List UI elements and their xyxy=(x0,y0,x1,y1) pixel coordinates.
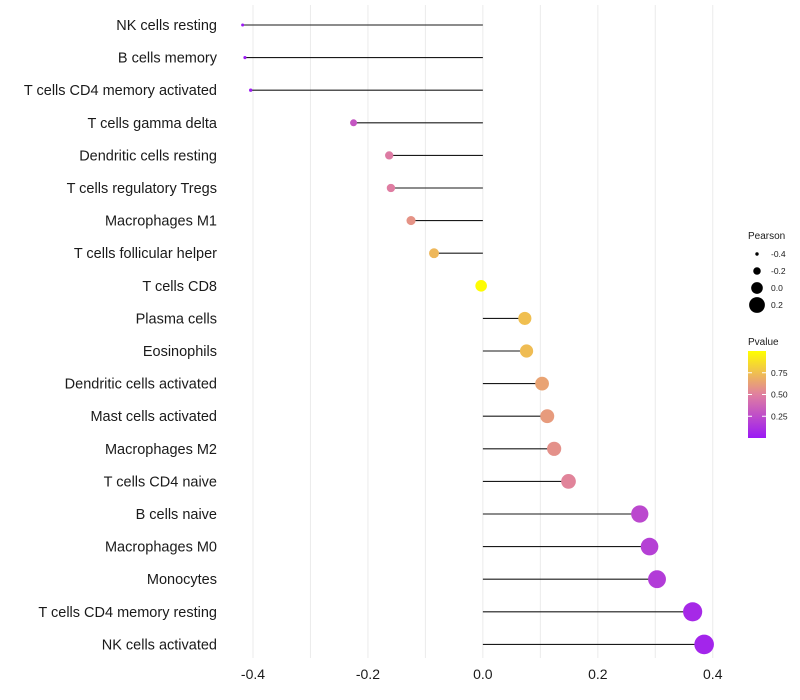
color-legend-bar xyxy=(748,351,766,438)
category-label: Macrophages M1 xyxy=(105,214,217,230)
x-tick-label: -0.2 xyxy=(356,666,380,682)
lollipop-point xyxy=(475,280,487,292)
color-legend-label: 0.75 xyxy=(771,368,788,378)
size-legend-key xyxy=(753,267,761,275)
size-legend-key xyxy=(751,282,763,294)
category-label: Mast cells activated xyxy=(90,409,217,425)
category-label: B cells memory xyxy=(118,51,218,67)
lollipop-point xyxy=(694,634,714,655)
category-label: T cells regulatory Tregs xyxy=(67,181,217,197)
category-label: Monocytes xyxy=(147,572,217,588)
lollipop-point xyxy=(386,183,396,193)
category-label: B cells naive xyxy=(136,507,217,523)
color-legend-label: 0.50 xyxy=(771,390,788,400)
category-label: T cells CD4 memory resting xyxy=(38,605,217,621)
category-label: T cells CD4 naive xyxy=(104,474,217,490)
lollipop-point xyxy=(683,602,703,622)
lollipop-point xyxy=(519,344,534,358)
x-tick-label: -0.4 xyxy=(241,666,265,682)
lollipop-point xyxy=(406,216,416,226)
category-label: Dendritic cells resting xyxy=(79,148,217,164)
lollipop-point xyxy=(547,441,562,456)
size-legend-title: Pearson xyxy=(748,231,785,242)
lollipop-point xyxy=(535,376,549,391)
size-legend-label: 0.2 xyxy=(771,300,783,310)
category-label: Plasma cells xyxy=(136,311,217,327)
category-label: T cells CD4 memory activated xyxy=(24,83,217,99)
lollipop-point xyxy=(518,311,532,325)
color-legend: Pvalue 0.75 0.50 0.25 xyxy=(748,337,788,438)
x-tick-label: 0.4 xyxy=(703,666,723,682)
lollipop-points xyxy=(241,23,714,655)
lollipop-point xyxy=(561,474,576,489)
category-label: T cells CD8 xyxy=(142,279,217,295)
lollipop-point xyxy=(249,88,253,92)
size-legend-label: -0.2 xyxy=(771,266,786,276)
category-label: Dendritic cells activated xyxy=(65,377,217,393)
lollipop-point xyxy=(241,23,245,27)
grid-lines xyxy=(252,5,714,658)
size-legend: Pearson -0.4 -0.2 0.0 0.2 xyxy=(748,231,786,313)
lollipop-point xyxy=(540,409,555,424)
category-label: NK cells resting xyxy=(116,18,217,34)
category-label: Macrophages M0 xyxy=(105,540,217,556)
category-label: T cells gamma delta xyxy=(88,116,218,132)
lollipop-point xyxy=(631,505,649,523)
x-tick-label: 0.2 xyxy=(588,666,608,682)
size-legend-key xyxy=(755,252,759,256)
lollipop-point xyxy=(243,56,247,60)
category-label: Macrophages M2 xyxy=(105,442,217,458)
lollipop-point xyxy=(429,248,439,259)
x-axis-tick-labels: -0.4 -0.2 0.0 0.2 0.4 xyxy=(241,666,723,682)
category-label: NK cells activated xyxy=(102,637,217,653)
category-label: Eosinophils xyxy=(143,344,217,360)
color-legend-label: 0.25 xyxy=(771,411,788,421)
lollipop-stems xyxy=(242,24,705,645)
category-label: T cells follicular helper xyxy=(74,246,217,262)
color-legend-title: Pvalue xyxy=(748,337,779,348)
x-tick-label: 0.0 xyxy=(473,666,493,682)
lollipop-point xyxy=(385,151,394,160)
lollipop-point xyxy=(648,570,666,589)
lollipop-point xyxy=(350,119,358,127)
y-axis-category-labels: NK cells resting B cells memory T cells CD… xyxy=(24,18,218,653)
size-legend-key xyxy=(749,297,765,313)
size-legend-label: -0.4 xyxy=(771,249,786,259)
lollipop-point xyxy=(640,537,659,556)
size-legend-label: 0.0 xyxy=(771,283,783,293)
